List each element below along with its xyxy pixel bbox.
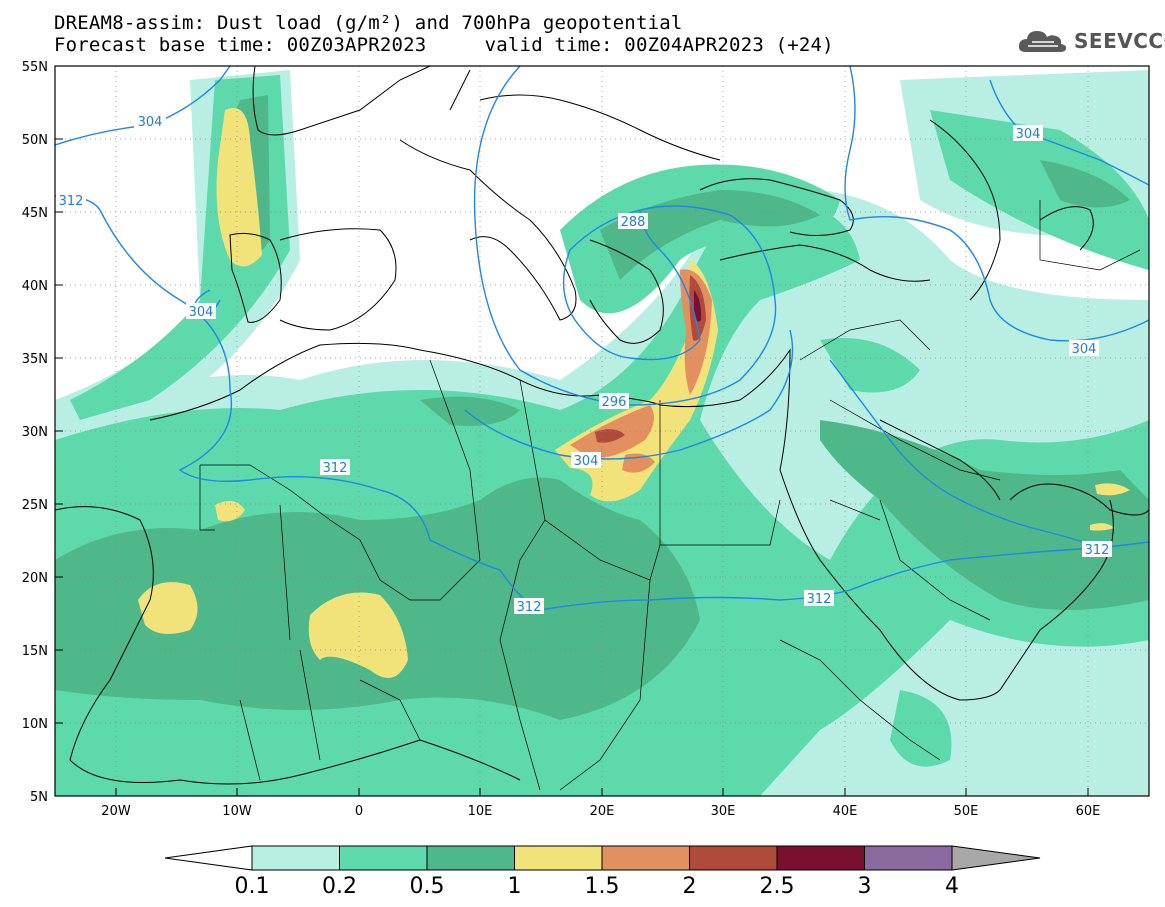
svg-text:296: 296	[602, 395, 627, 410]
colorbar-swatch	[339, 845, 428, 871]
contour-304-libya	[464, 329, 794, 460]
lon-label: 60E	[1076, 804, 1101, 819]
colorbar-label: 3	[858, 874, 872, 899]
lon-label: 10E	[468, 804, 493, 819]
svg-text:312: 312	[59, 194, 84, 209]
contour-label-312-red: 312	[804, 590, 834, 607]
svg-text:312: 312	[517, 600, 542, 615]
svg-text:304: 304	[138, 115, 163, 130]
lon-label: 10W	[222, 804, 252, 819]
lon-label: 0	[355, 804, 363, 819]
cloud-icon	[1018, 31, 1067, 52]
svg-text:304: 304	[189, 305, 214, 320]
contour-label-288: 288	[618, 213, 648, 230]
contour-low-center	[473, 66, 777, 406]
contour-label-304-iberia: 304	[186, 303, 216, 320]
colorbar-label: 4	[945, 874, 959, 899]
contour-label-304-kaz: 304	[1013, 125, 1043, 142]
lat-label: 25N	[22, 498, 48, 513]
colorbar-swatch	[251, 845, 340, 871]
contour-label-304-iran: 304	[1069, 340, 1099, 357]
svg-text:312: 312	[807, 592, 832, 607]
svg-text:304: 304	[574, 454, 599, 469]
lat-label: 15N	[22, 644, 48, 659]
latitude-labels: 55N 50N 45N 40N 35N 30N 25N 20N 15N 10N …	[22, 60, 48, 805]
graticule	[55, 66, 1149, 796]
map-title-line1: DREAM8-assim: Dust load (g/m²) and 700hP…	[54, 12, 683, 34]
geopotential-contours	[55, 66, 1149, 611]
colorbar-label: 2.5	[760, 874, 795, 899]
contour-label-296: 296	[599, 393, 629, 410]
colorbar-swatch	[689, 845, 778, 871]
longitude-labels: 20W 10W 0 10E 20E 30E 40E 50E 60E	[101, 804, 1100, 819]
lat-label: 10N	[22, 717, 48, 732]
contour-kazakh	[844, 66, 1149, 342]
svg-text:304: 304	[1016, 127, 1041, 142]
svg-text:312: 312	[323, 461, 348, 476]
contour-label-304-nw: 304	[134, 113, 166, 130]
colorbar-label: 1	[508, 874, 522, 899]
lat-label: 5N	[30, 790, 48, 805]
svg-text:312: 312	[1085, 543, 1110, 558]
lon-label: 30E	[711, 804, 736, 819]
colorbar-label: 0.2	[322, 874, 357, 899]
colorbar-swatch	[426, 845, 515, 871]
colorbar-swatch	[514, 845, 603, 871]
colorbar-swatch	[776, 845, 865, 871]
colorbar: 0.1 0.2 0.5 1 1.5 2 2.5 3 4	[164, 845, 1041, 899]
lat-label: 40N	[22, 279, 48, 294]
lat-label: 20N	[22, 571, 48, 586]
lon-label: 50E	[954, 804, 979, 819]
contour-label-312-sudan: 312	[514, 598, 544, 615]
contour-label-312-africa: 312	[320, 459, 350, 476]
contour-label-312-w: 312	[56, 192, 86, 209]
tick-marks	[55, 65, 1089, 797]
colorbar-label: 1.5	[585, 874, 620, 899]
lat-label: 35N	[22, 352, 48, 367]
lon-label: 20E	[590, 804, 615, 819]
colorbar-label: 0.5	[410, 874, 445, 899]
contour-label-312-oman: 312	[1082, 541, 1112, 558]
seevccc-logo: SEEVCCC	[1018, 26, 1165, 56]
lon-label: 40E	[833, 804, 858, 819]
logo-text: SEEVCCC	[1074, 29, 1165, 53]
svg-text:304: 304	[1072, 342, 1097, 357]
map-title-line2: Forecast base time: 00Z03APR2023 valid t…	[54, 34, 834, 56]
lat-label: 30N	[22, 425, 48, 440]
contour-labels: 304 312 304 288 296 304 312 312 312 304 …	[56, 113, 1112, 615]
lat-label: 55N	[22, 60, 48, 75]
contour-304-ne	[989, 79, 1149, 186]
contour-label-304-libya: 304	[571, 452, 601, 469]
lat-label: 45N	[22, 206, 48, 221]
colorbar-under-arrow	[164, 845, 253, 871]
lon-label: 20W	[101, 804, 131, 819]
dust-level-2-5	[694, 290, 702, 322]
contour-312-iran	[829, 359, 1101, 549]
colorbar-over-arrow	[951, 845, 1041, 871]
colorbar-label: 2	[683, 874, 697, 899]
colorbar-swatch	[601, 845, 690, 871]
country-borders	[199, 200, 1141, 791]
colorbar-label: 0.1	[235, 874, 270, 899]
coastlines	[55, 66, 1149, 785]
svg-text:288: 288	[621, 215, 646, 230]
colorbar-swatch	[864, 845, 953, 871]
lat-label: 50N	[22, 133, 48, 148]
contour-288	[562, 209, 701, 361]
contour-312-west	[55, 195, 1149, 611]
